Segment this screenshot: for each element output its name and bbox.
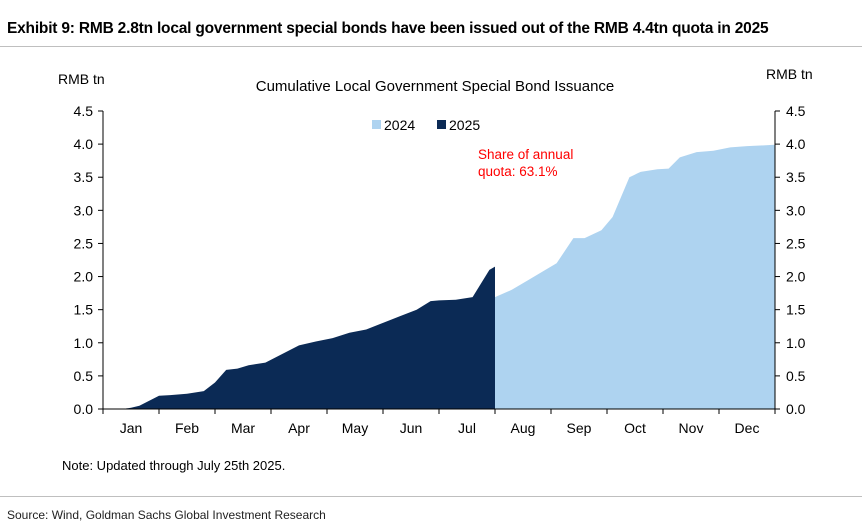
y-tick-label-right: 1.0 <box>786 335 806 351</box>
y-tick-label-left: 3.5 <box>74 169 94 185</box>
y-tick-label-right: 2.5 <box>786 235 806 251</box>
left-axis-unit-label: RMB tn <box>58 71 105 87</box>
x-tick-label: Sep <box>567 420 592 436</box>
x-tick-label: Feb <box>175 420 199 436</box>
y-tick-label-left: 0.0 <box>74 401 94 417</box>
x-tick-label: May <box>342 420 368 436</box>
y-tick-label-right: 0.5 <box>786 368 806 384</box>
source-note: Source: Wind, Goldman Sachs Global Inves… <box>7 508 326 522</box>
y-tick-label-left: 3.0 <box>74 202 94 218</box>
y-tick-label-right: 0.0 <box>786 401 806 417</box>
x-tick-label: Dec <box>735 420 760 436</box>
x-tick-label: Aug <box>511 420 536 436</box>
y-tick-label-right: 4.5 <box>786 103 806 119</box>
x-tick-label: Mar <box>231 420 255 436</box>
x-tick-label: Nov <box>679 420 704 436</box>
y-tick-label-left: 0.5 <box>74 368 94 384</box>
axes: 0.0 0.0 0.5 0.5 1.0 1.0 1.5 1.5 2.0 2.0 2.5 2.5 3.0 3… <box>74 103 806 436</box>
exhibit-title: Exhibit 9: RMB 2.8tn local government sp… <box>7 20 769 37</box>
right-axis-unit-label: RMB tn <box>766 66 813 82</box>
x-tick-label: Jun <box>400 420 423 436</box>
x-tick-label: Oct <box>624 420 646 436</box>
x-tick-label: Jan <box>120 420 143 436</box>
y-tick-label-right: 1.5 <box>786 302 806 318</box>
legend-swatch-2025 <box>437 120 446 129</box>
chart: Cumulative Local Government Special Bond… <box>58 66 813 473</box>
y-tick-label-left: 4.0 <box>74 136 94 152</box>
top-divider <box>0 46 862 47</box>
legend-swatch-2024 <box>372 120 381 129</box>
x-tick-label: Jul <box>458 420 476 436</box>
bottom-divider <box>0 496 862 497</box>
y-tick-label-right: 3.0 <box>786 202 806 218</box>
area-2024 <box>495 144 775 410</box>
y-tick-label-right: 3.5 <box>786 169 806 185</box>
chart-title: Cumulative Local Government Special Bond… <box>256 78 615 95</box>
y-tick-label-left: 4.5 <box>74 103 94 119</box>
x-tick-label: Apr <box>288 420 310 436</box>
area-2025 <box>103 266 495 409</box>
annotation-line-2: quota: 63.1% <box>478 164 558 179</box>
chart-note: Note: Updated through July 25th 2025. <box>62 458 285 473</box>
y-tick-label-left: 1.5 <box>74 302 94 318</box>
y-tick-label-left: 1.0 <box>74 335 94 351</box>
legend-label-2025: 2025 <box>449 117 480 133</box>
y-tick-label-right: 2.0 <box>786 269 806 285</box>
y-tick-label-left: 2.0 <box>74 269 94 285</box>
legend-label-2024: 2024 <box>384 117 415 133</box>
y-tick-label-right: 4.0 <box>786 136 806 152</box>
annotation-line-1: Share of annual <box>478 147 573 162</box>
y-tick-label-left: 2.5 <box>74 235 94 251</box>
